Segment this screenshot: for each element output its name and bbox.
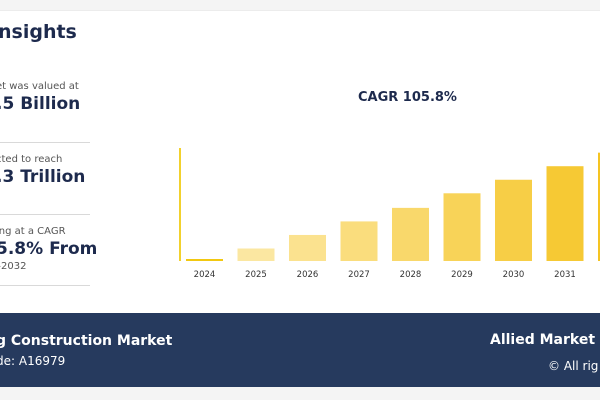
bar-2027 <box>340 221 378 261</box>
stat-projected: cted to reach .3 Trillion <box>0 154 88 187</box>
bar-2025 <box>237 248 275 261</box>
stat-divider <box>0 285 90 286</box>
stat-value: .5 Billion <box>0 94 81 114</box>
stat-cagr: ing at a CAGR 5.8% From –2032 <box>0 226 98 272</box>
stat-label: cted to reach <box>0 154 63 165</box>
x-tick-2029: 2029 <box>451 270 473 280</box>
stat-valued: et was valued at .5 Billion <box>0 81 88 114</box>
bar-2028 <box>392 207 429 261</box>
x-tick-2028: 2028 <box>400 270 422 280</box>
x-tick-2031: 2031 <box>554 270 576 280</box>
panel-heading: nsights <box>0 21 77 43</box>
stat-value: 5.8% From <box>0 239 98 259</box>
brand-name: Allied Market <box>490 332 596 348</box>
bar-2024 <box>186 259 223 261</box>
copyright-text: © All rig <box>548 359 599 373</box>
stat-label: et was valued at <box>0 81 79 92</box>
stat-divider <box>0 142 90 143</box>
bar-chart: 202420252026202720282029203020312032 <box>179 148 600 280</box>
insights-card: nsights et was valued at .5 Billion cted… <box>0 10 600 314</box>
bar-2032 <box>598 152 600 261</box>
report-code: de: A16979 <box>0 354 66 368</box>
x-tick-2024: 2024 <box>194 270 216 280</box>
stat-divider <box>0 214 90 215</box>
chart-title: CAGR 105.8% <box>358 90 457 105</box>
bar-2029 <box>443 193 481 261</box>
stat-value: .3 Trillion <box>0 167 86 187</box>
footer-bar: g Construction Market de: A16979 Allied … <box>0 313 600 387</box>
report-title: g Construction Market <box>0 333 173 349</box>
bar-2031 <box>546 166 584 261</box>
stat-period: –2032 <box>0 261 27 272</box>
bar-2030 <box>495 179 532 261</box>
bar-2026 <box>289 234 326 261</box>
stat-label: ing at a CAGR <box>0 226 66 237</box>
x-tick-2026: 2026 <box>297 270 319 280</box>
x-tick-2030: 2030 <box>503 270 525 280</box>
x-tick-2027: 2027 <box>348 270 370 280</box>
x-tick-2025: 2025 <box>245 270 267 280</box>
